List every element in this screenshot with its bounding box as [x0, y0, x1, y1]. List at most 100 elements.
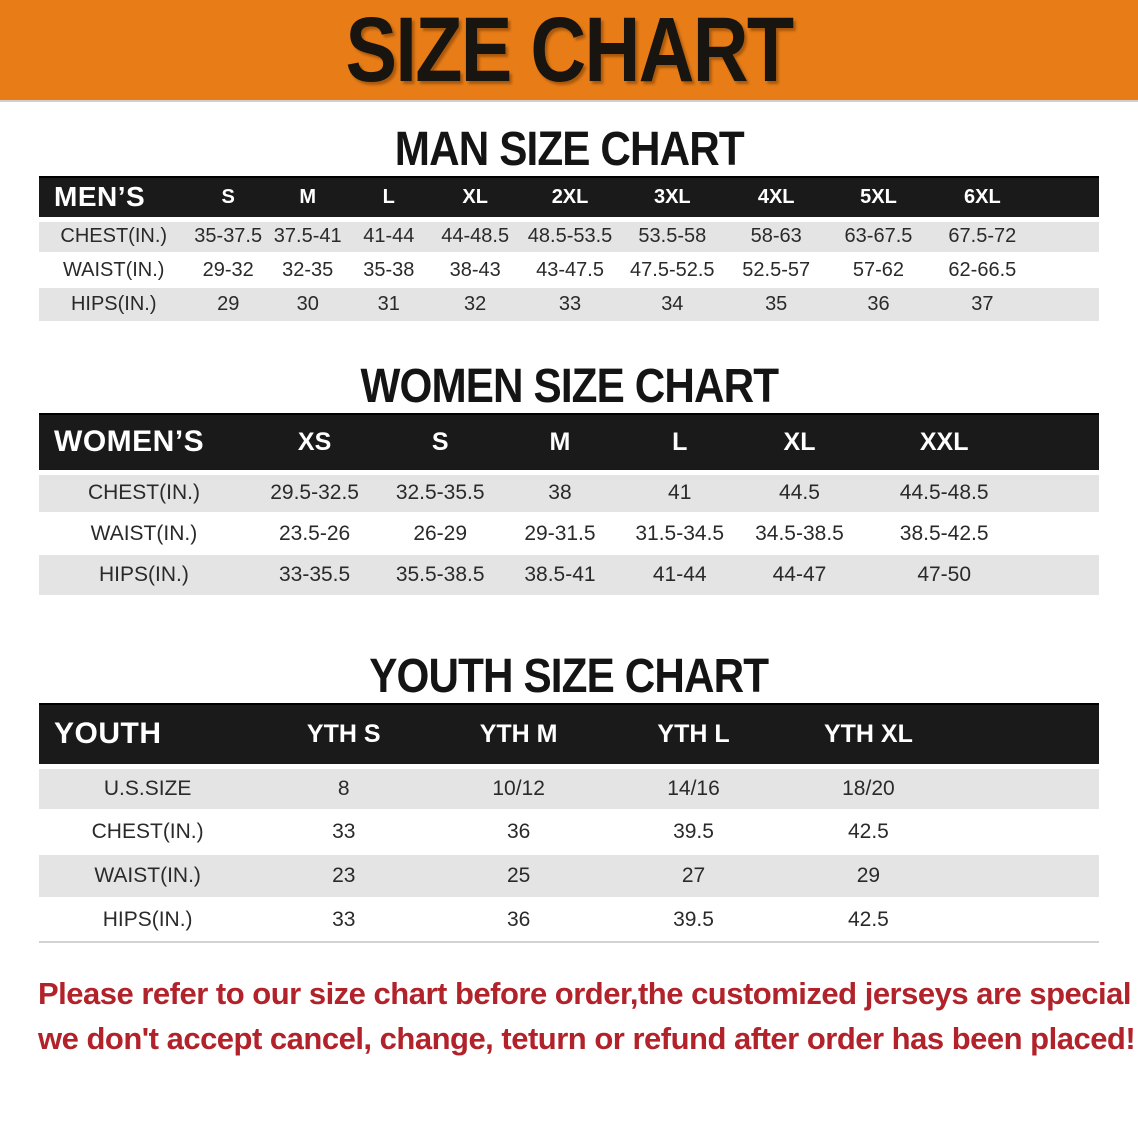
size-value: 58-63	[724, 218, 828, 253]
size-value: 38.5-41	[500, 553, 620, 595]
size-value: 26-29	[380, 512, 501, 554]
size-value: 36	[827, 286, 930, 321]
size-value: 44-48.5	[430, 218, 521, 253]
disclaimer-line-2: we don't accept cancel, change, teturn o…	[38, 1021, 1136, 1056]
size-value: 35-38	[347, 252, 431, 287]
size-value: 39.5	[606, 809, 781, 854]
size-value: 29-32	[188, 252, 268, 287]
row-label: CHEST(IN.)	[39, 218, 189, 253]
spacer-cell	[955, 809, 1099, 854]
size-value: 41-44	[347, 218, 431, 253]
banner-title: SIZE CHART	[345, 0, 795, 101]
size-value: 38-43	[430, 252, 521, 287]
size-column-header: 4XL	[724, 176, 828, 222]
row-label: HIPS(IN.)	[39, 286, 189, 321]
size-value: 32	[430, 286, 521, 321]
size-value: 30	[267, 286, 348, 321]
size-value: 33	[256, 809, 432, 854]
size-column-header: M	[267, 176, 348, 222]
table-row: WAIST(IN.) 23.5-26 26-29 29-31.5 31.5-34.5 34…	[39, 512, 1099, 554]
size-value: 44.5-48.5	[859, 471, 1029, 513]
size-value: 47-50	[859, 553, 1029, 595]
women-section-heading: WOMEN SIZE CHART	[0, 361, 1138, 413]
man-section-heading-text: MAN SIZE CHART	[394, 123, 744, 176]
size-value: 42.5	[780, 897, 956, 943]
table-row: U.S.SIZE 8 10/12 14/16 18/20	[39, 765, 1099, 810]
man-section-heading: MAN SIZE CHART	[0, 124, 1138, 176]
table-row: WAIST(IN.) 29-32 32-35 35-38 38-43 43-47.5 47.…	[39, 252, 1099, 287]
table-row: CHEST(IN.) 33 36 39.5 42.5	[39, 809, 1099, 854]
size-value: 44.5	[739, 471, 860, 513]
size-value: 33	[520, 286, 620, 321]
size-column-header: YTH XL	[780, 703, 956, 769]
size-value: 52.5-57	[724, 252, 828, 287]
row-label: WAIST(IN.)	[39, 512, 249, 554]
size-value: 23	[256, 853, 432, 898]
size-value: 48.5-53.5	[520, 218, 620, 253]
size-value: 41-44	[619, 553, 740, 595]
size-column-header: 5XL	[827, 176, 930, 222]
table-title-cell: YOUTH	[39, 703, 257, 769]
women-section-heading-text: WOMEN SIZE CHART	[360, 360, 779, 413]
table-header-row: MEN’S S M L XL 2XL 3XL 4XL 5XL 6XL	[39, 176, 1099, 222]
men-size-table: MEN’S S M L XL 2XL 3XL 4XL 5XL 6XL CHEST(IN.) 35-37…	[39, 176, 1099, 321]
size-column-header: S	[188, 176, 268, 222]
size-value: 27	[606, 853, 781, 898]
table-row: WAIST(IN.) 23 25 27 29	[39, 853, 1099, 898]
size-value: 42.5	[780, 809, 956, 854]
size-value: 36	[431, 809, 607, 854]
size-column-header: XS	[248, 413, 381, 475]
size-value: 29.5-32.5	[248, 471, 381, 513]
youth-size-table: YOUTH YTH S YTH M YTH L YTH XL U.S.SIZE 8 10/12…	[39, 703, 1099, 943]
table-row: HIPS(IN.) 33 36 39.5 42.5	[39, 897, 1099, 943]
spacer-cell	[1035, 252, 1099, 287]
size-value: 14/16	[606, 765, 781, 810]
row-label: HIPS(IN.)	[39, 897, 257, 943]
spacer-cell	[1028, 512, 1099, 554]
size-column-header: YTH S	[256, 703, 432, 769]
disclaimer-note: Please refer to our size chart before or…	[38, 971, 1138, 1061]
row-label: CHEST(IN.)	[39, 809, 257, 854]
size-value: 37	[929, 286, 1036, 321]
size-value: 35.5-38.5	[380, 553, 501, 595]
table-row: CHEST(IN.) 29.5-32.5 32.5-35.5 38 41 44.5 44.5…	[39, 471, 1099, 513]
spacer-cell	[955, 765, 1099, 810]
spacer-cell	[1028, 413, 1099, 475]
youth-section-heading: YOUTH SIZE CHART	[0, 651, 1138, 703]
spacer-cell	[1035, 218, 1099, 253]
size-value: 36	[431, 897, 607, 943]
size-value: 33	[256, 897, 432, 943]
size-value: 62-66.5	[929, 252, 1036, 287]
table-header-row: YOUTH YTH S YTH M YTH L YTH XL	[39, 703, 1099, 769]
youth-section-heading-text: YOUTH SIZE CHART	[369, 650, 770, 703]
size-column-header: S	[380, 413, 501, 475]
size-column-header: L	[619, 413, 740, 475]
size-column-header: XL	[739, 413, 860, 475]
table-row: HIPS(IN.) 33-35.5 35.5-38.5 38.5-41 41-44 44-…	[39, 553, 1099, 595]
spacer-cell	[955, 703, 1099, 769]
women-size-table: WOMEN’S XS S M L XL XXL CHEST(IN.) 29.5-32.5 32.5…	[39, 413, 1099, 595]
size-value: 10/12	[431, 765, 607, 810]
row-label: CHEST(IN.)	[39, 471, 249, 513]
row-label: WAIST(IN.)	[39, 853, 257, 898]
table-title-cell: WOMEN’S	[39, 413, 249, 475]
size-value: 29-31.5	[500, 512, 620, 554]
size-value: 8	[256, 765, 432, 810]
size-column-header: XL	[430, 176, 521, 222]
size-value: 47.5-52.5	[619, 252, 725, 287]
row-label: U.S.SIZE	[39, 765, 257, 810]
size-value: 35	[724, 286, 828, 321]
table-header-row: WOMEN’S XS S M L XL XXL	[39, 413, 1099, 475]
row-label: WAIST(IN.)	[39, 252, 189, 287]
size-column-header: 3XL	[619, 176, 725, 222]
spacer-cell	[955, 853, 1099, 898]
size-column-header: YTH M	[431, 703, 607, 769]
size-value: 18/20	[780, 765, 956, 810]
size-value: 29	[780, 853, 956, 898]
spacer-cell	[1028, 471, 1099, 513]
row-label: HIPS(IN.)	[39, 553, 249, 595]
table-row: HIPS(IN.) 29 30 31 32 33 34 35 36 37	[39, 286, 1099, 321]
spacer-cell	[1035, 176, 1099, 222]
size-value: 37.5-41	[267, 218, 348, 253]
size-value: 34	[619, 286, 725, 321]
